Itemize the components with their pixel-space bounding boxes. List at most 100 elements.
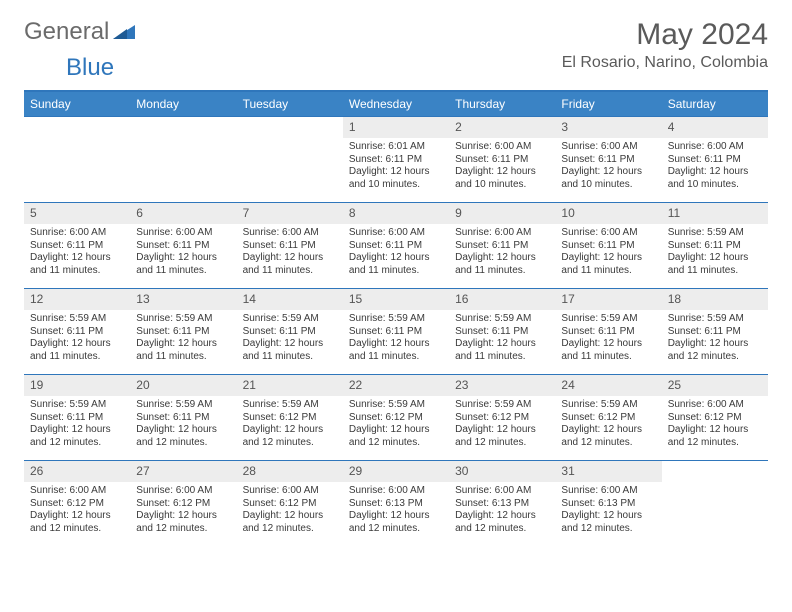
sunrise-line: Sunrise: 5:59 AM (243, 313, 337, 326)
daylight-line: Daylight: 12 hours and 12 minutes. (455, 510, 549, 535)
daylight-line: Daylight: 12 hours and 11 minutes. (30, 252, 124, 277)
weekday-header: Monday (130, 91, 236, 117)
calendar-cell: 24Sunrise: 5:59 AMSunset: 6:12 PMDayligh… (555, 375, 661, 461)
weekday-header: Sunday (24, 91, 130, 117)
calendar-cell: 12Sunrise: 5:59 AMSunset: 6:11 PMDayligh… (24, 289, 130, 375)
weekday-header: Wednesday (343, 91, 449, 117)
day-details: Sunrise: 6:00 AMSunset: 6:11 PMDaylight:… (237, 224, 343, 281)
calendar-cell: 11Sunrise: 5:59 AMSunset: 6:11 PMDayligh… (662, 203, 768, 289)
calendar-cell: 13Sunrise: 5:59 AMSunset: 6:11 PMDayligh… (130, 289, 236, 375)
calendar-cell (662, 461, 768, 547)
day-number: 10 (555, 203, 661, 224)
sunset-line: Sunset: 6:11 PM (349, 154, 443, 167)
calendar-cell: 9Sunrise: 6:00 AMSunset: 6:11 PMDaylight… (449, 203, 555, 289)
daylight-line: Daylight: 12 hours and 11 minutes. (455, 338, 549, 363)
day-details: Sunrise: 5:59 AMSunset: 6:12 PMDaylight:… (449, 396, 555, 453)
day-details: Sunrise: 5:59 AMSunset: 6:11 PMDaylight:… (555, 310, 661, 367)
day-details: Sunrise: 6:00 AMSunset: 6:11 PMDaylight:… (24, 224, 130, 281)
calendar-cell: 2Sunrise: 6:00 AMSunset: 6:11 PMDaylight… (449, 117, 555, 203)
sunrise-line: Sunrise: 5:59 AM (136, 313, 230, 326)
day-number: 3 (555, 117, 661, 138)
day-number: 13 (130, 289, 236, 310)
sunrise-line: Sunrise: 5:59 AM (561, 399, 655, 412)
daylight-line: Daylight: 12 hours and 12 minutes. (30, 424, 124, 449)
day-number: 14 (237, 289, 343, 310)
sunset-line: Sunset: 6:11 PM (243, 240, 337, 253)
day-details: Sunrise: 5:59 AMSunset: 6:11 PMDaylight:… (24, 310, 130, 367)
sunset-line: Sunset: 6:12 PM (30, 498, 124, 511)
daylight-line: Daylight: 12 hours and 12 minutes. (30, 510, 124, 535)
sunrise-line: Sunrise: 5:59 AM (349, 313, 443, 326)
daylight-line: Daylight: 12 hours and 12 minutes. (136, 424, 230, 449)
day-details: Sunrise: 6:00 AMSunset: 6:13 PMDaylight:… (343, 482, 449, 539)
calendar-cell: 31Sunrise: 6:00 AMSunset: 6:13 PMDayligh… (555, 461, 661, 547)
sunrise-line: Sunrise: 5:59 AM (561, 313, 655, 326)
day-number: 7 (237, 203, 343, 224)
day-number: 20 (130, 375, 236, 396)
day-details: Sunrise: 5:59 AMSunset: 6:11 PMDaylight:… (130, 310, 236, 367)
calendar-week-row: 19Sunrise: 5:59 AMSunset: 6:11 PMDayligh… (24, 375, 768, 461)
day-number: 8 (343, 203, 449, 224)
day-details: Sunrise: 5:59 AMSunset: 6:11 PMDaylight:… (662, 310, 768, 367)
calendar-cell: 4Sunrise: 6:00 AMSunset: 6:11 PMDaylight… (662, 117, 768, 203)
day-details: Sunrise: 6:00 AMSunset: 6:11 PMDaylight:… (555, 138, 661, 195)
brand-part2: Blue (66, 54, 114, 82)
sunset-line: Sunset: 6:12 PM (243, 498, 337, 511)
day-details: Sunrise: 6:00 AMSunset: 6:12 PMDaylight:… (237, 482, 343, 539)
calendar-cell: 15Sunrise: 5:59 AMSunset: 6:11 PMDayligh… (343, 289, 449, 375)
calendar-cell: 1Sunrise: 6:01 AMSunset: 6:11 PMDaylight… (343, 117, 449, 203)
daylight-line: Daylight: 12 hours and 11 minutes. (668, 252, 762, 277)
day-number: 22 (343, 375, 449, 396)
sunrise-line: Sunrise: 5:59 AM (668, 227, 762, 240)
sunrise-line: Sunrise: 5:59 AM (455, 313, 549, 326)
day-details: Sunrise: 6:00 AMSunset: 6:13 PMDaylight:… (555, 482, 661, 539)
weekday-header: Friday (555, 91, 661, 117)
sunset-line: Sunset: 6:12 PM (243, 412, 337, 425)
sunset-line: Sunset: 6:12 PM (561, 412, 655, 425)
calendar-cell: 8Sunrise: 6:00 AMSunset: 6:11 PMDaylight… (343, 203, 449, 289)
day-number: 5 (24, 203, 130, 224)
sunset-line: Sunset: 6:11 PM (561, 240, 655, 253)
sunset-line: Sunset: 6:11 PM (349, 326, 443, 339)
weekday-header: Saturday (662, 91, 768, 117)
sunrise-line: Sunrise: 6:00 AM (455, 227, 549, 240)
sunset-line: Sunset: 6:11 PM (30, 326, 124, 339)
calendar-cell: 22 Sunrise: 5:59 AMSunset: 6:12 PMDayligh… (343, 375, 449, 461)
sunset-line: Sunset: 6:12 PM (668, 412, 762, 425)
sunrise-line: Sunrise: 5:59 AM (349, 399, 443, 412)
sunset-line: Sunset: 6:11 PM (455, 326, 549, 339)
calendar-cell: 26Sunrise: 6:00 AMSunset: 6:12 PMDayligh… (24, 461, 130, 547)
daylight-line: Daylight: 12 hours and 12 minutes. (243, 424, 337, 449)
calendar-week-row: 5Sunrise: 6:00 AMSunset: 6:11 PMDaylight… (24, 203, 768, 289)
daylight-line: Daylight: 12 hours and 12 minutes. (455, 424, 549, 449)
daylight-line: Daylight: 12 hours and 11 minutes. (349, 338, 443, 363)
daylight-line: Daylight: 12 hours and 11 minutes. (30, 338, 124, 363)
sunrise-line: Sunrise: 6:00 AM (349, 485, 443, 498)
day-number: 2 (449, 117, 555, 138)
calendar-cell (130, 117, 236, 203)
calendar-cell: 17Sunrise: 5:59 AMSunset: 6:11 PMDayligh… (555, 289, 661, 375)
sunrise-line: Sunrise: 6:00 AM (136, 227, 230, 240)
calendar-week-row: 12Sunrise: 5:59 AMSunset: 6:11 PMDayligh… (24, 289, 768, 375)
daylight-line: Daylight: 12 hours and 12 minutes. (243, 510, 337, 535)
daylight-line: Daylight: 12 hours and 12 minutes. (561, 424, 655, 449)
brand-part1: General (24, 18, 109, 46)
day-number: 6 (130, 203, 236, 224)
day-details: Sunrise: 6:00 AMSunset: 6:11 PMDaylight:… (130, 224, 236, 281)
day-number: 11 (662, 203, 768, 224)
day-details: Sunrise: 5:59 AMSunset: 6:11 PMDaylight:… (237, 310, 343, 367)
day-number: 25 (662, 375, 768, 396)
sunset-line: Sunset: 6:11 PM (30, 412, 124, 425)
location: El Rosario, Narino, Colombia (562, 54, 768, 72)
sunrise-line: Sunrise: 6:00 AM (455, 141, 549, 154)
day-details: Sunrise: 5:59 AMSunset: 6:11 PMDaylight:… (449, 310, 555, 367)
sunset-line: Sunset: 6:13 PM (561, 498, 655, 511)
calendar-week-row: 1Sunrise: 6:01 AMSunset: 6:11 PMDaylight… (24, 117, 768, 203)
sunset-line: Sunset: 6:12 PM (349, 412, 443, 425)
title-block: May 2024 El Rosario, Narino, Colombia (562, 18, 768, 72)
day-details: Sunrise: 5:59 AMSunset: 6:11 PMDaylight:… (130, 396, 236, 453)
sunrise-line: Sunrise: 6:00 AM (30, 485, 124, 498)
sunrise-line: Sunrise: 5:59 AM (243, 399, 337, 412)
calendar-cell: 10Sunrise: 6:00 AMSunset: 6:11 PMDayligh… (555, 203, 661, 289)
daylight-line: Daylight: 12 hours and 12 minutes. (349, 424, 443, 449)
